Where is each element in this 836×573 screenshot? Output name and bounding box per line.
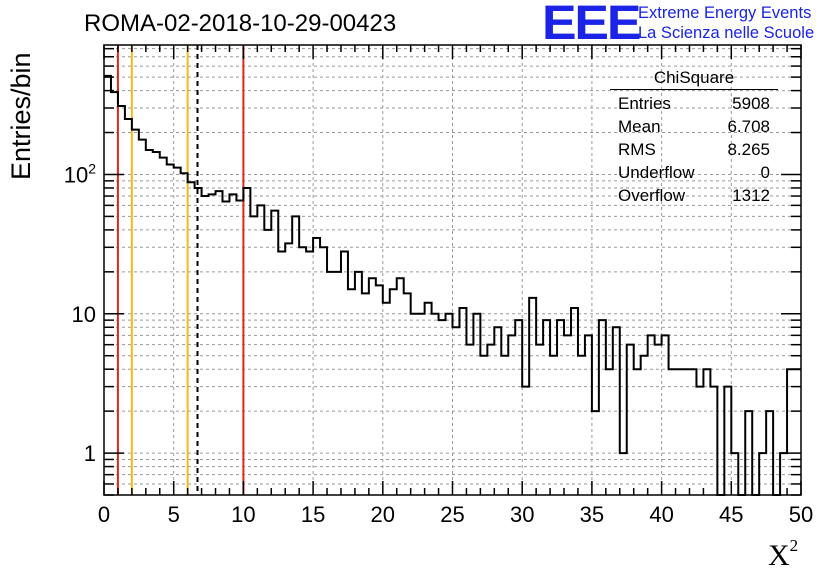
logo-caption-1: Extreme Energy Events	[638, 4, 812, 22]
stats-label: Mean	[618, 117, 661, 136]
stats-label: Underflow	[618, 163, 695, 182]
stats-row: Mean 6.708	[610, 115, 778, 138]
stats-row: Underflow 0	[610, 161, 778, 184]
y-tick-label: 10	[72, 302, 96, 327]
stats-row: RMS 8.265	[610, 138, 778, 161]
stats-label: Entries	[618, 94, 671, 113]
y-tick-label-base: 10	[72, 302, 96, 327]
x-tick-label: 20	[371, 502, 395, 527]
x-tick-label: 15	[301, 502, 325, 527]
stats-value: 6.708	[727, 117, 770, 136]
histogram-series	[104, 74, 801, 496]
x-tick-label: 45	[719, 502, 743, 527]
x-axis-label: X2	[768, 536, 798, 573]
axis-ticks	[103, 45, 802, 496]
stats-row: Overflow 1312	[610, 184, 778, 207]
stats-row: Entries 5908	[610, 92, 778, 115]
y-tick-label: 102	[64, 160, 96, 187]
eee-logo: EEE	[542, 0, 641, 50]
y-tick-label-base: 1	[84, 441, 96, 466]
x-tick-label: 0	[98, 502, 110, 527]
stats-value: 0	[760, 163, 770, 182]
y-tick-label-base: 10	[64, 162, 88, 187]
stats-value: 1312	[732, 186, 770, 205]
x-axis-label-symbol: X	[768, 539, 790, 572]
stats-value: 8.265	[727, 140, 770, 159]
x-tick-label: 5	[168, 502, 180, 527]
chart-title: ROMA-02-2018-10-29-00423	[84, 10, 397, 37]
x-axis-label-exponent: 2	[789, 536, 799, 555]
stats-value: 5908	[732, 94, 770, 113]
x-tick-label: 40	[649, 502, 673, 527]
logo-caption-2: La Scienza nelle Scuole	[638, 24, 815, 42]
stats-title: ChiSquare	[610, 68, 778, 90]
stats-box: ChiSquare Entries 5908 Mean 6.708 RMS 8.265…	[610, 68, 778, 207]
stats-label: Overflow	[618, 186, 686, 205]
x-tick-label: 10	[231, 502, 255, 527]
x-tick-label: 50	[789, 502, 813, 527]
y-tick-label-exponent: 2	[88, 160, 96, 176]
stats-label: RMS	[618, 140, 656, 159]
x-tick-label: 25	[440, 502, 464, 527]
x-tick-label: 35	[580, 502, 604, 527]
y-axis-label: Entries/bin	[6, 52, 36, 180]
x-tick-label: 30	[510, 502, 534, 527]
y-tick-label: 1	[84, 441, 96, 466]
